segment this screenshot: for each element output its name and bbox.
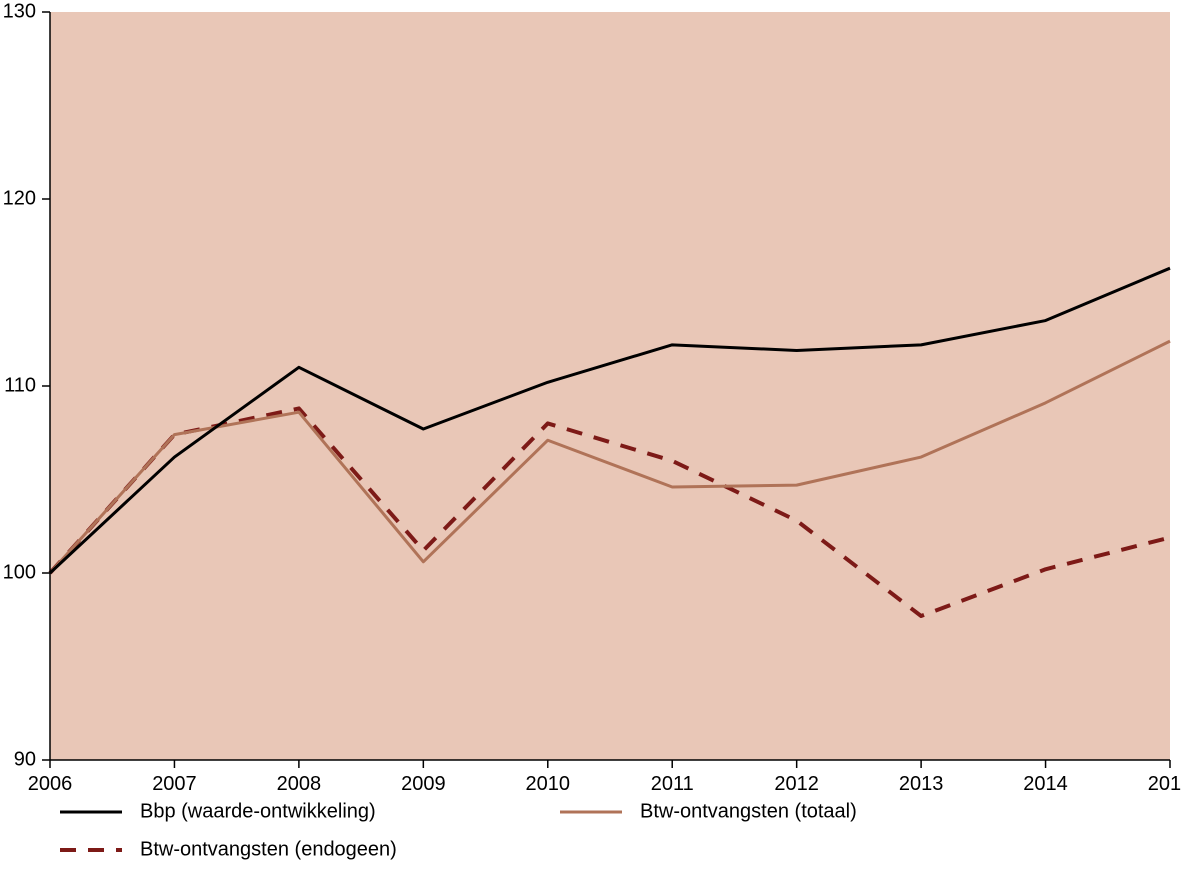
x-tick-label: 2006 xyxy=(28,773,73,795)
y-tick-label: 120 xyxy=(3,187,36,209)
legend-label-btw_endogeen: Btw-ontvangsten (endogeen) xyxy=(140,838,397,860)
x-tick-label: 2014 xyxy=(1023,773,1068,795)
x-tick-label: 2015 xyxy=(1148,773,1182,795)
legend: Bbp (waarde-ontwikkeling) Btw-ontvangsten… xyxy=(60,800,857,860)
x-tick-label: 2012 xyxy=(774,773,819,795)
y-tick-label: 110 xyxy=(4,374,36,396)
y-axis: 90 100 110 120 130 xyxy=(3,0,50,770)
y-tick-label: 100 xyxy=(3,561,36,583)
line-chart: 90100110120130 2006200720082009201020112… xyxy=(0,0,1182,880)
plot-area xyxy=(50,12,1170,760)
x-tick-label: 2009 xyxy=(401,773,446,795)
y-tick-label: 130 xyxy=(3,0,36,22)
legend-label-bbp: Bbp (waarde-ontwikkeling) xyxy=(140,800,376,822)
y-tick-label: 90 xyxy=(14,748,36,770)
x-axis: 2006 2007 2008 2009 2010 2011 2012 2013 2014 2015 xyxy=(28,760,1182,795)
x-tick-label: 2010 xyxy=(526,773,571,795)
legend-label-btw_totaal: Btw-ontvangsten (totaal) xyxy=(640,800,857,822)
x-tick-label: 2011 xyxy=(651,773,694,795)
x-tick-label: 2007 xyxy=(152,773,197,795)
x-tick-label: 2008 xyxy=(277,773,322,795)
x-tick-label: 2013 xyxy=(899,773,944,795)
